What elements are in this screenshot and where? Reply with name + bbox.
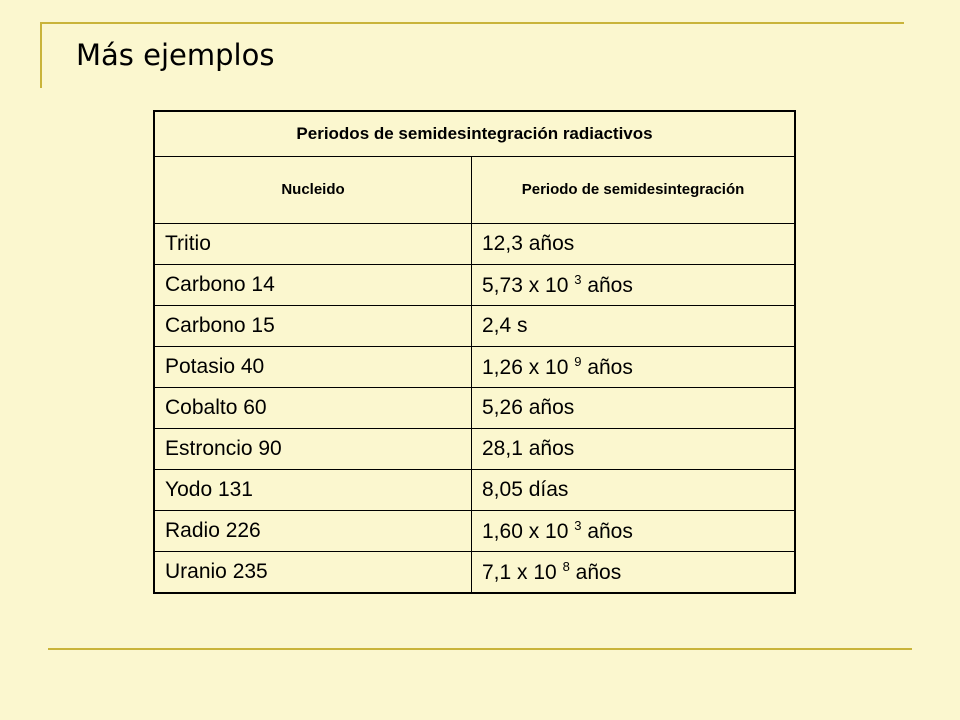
periodo-unit: años [587, 356, 633, 379]
left-divider [40, 22, 42, 88]
bottom-divider [48, 648, 912, 650]
table-row: Potasio 40 1,26 x 10 9 años [153, 346, 796, 388]
periodo-unit: años [587, 520, 633, 543]
periodo-cell: 8,05 días [471, 469, 796, 511]
table-row: Cobalto 60 5,26 años [153, 387, 796, 429]
periodo-cell: 7,1 x 10 8 años [471, 551, 796, 594]
slide-title: Más ejemplos [76, 38, 275, 72]
periodo-cell: 2,4 s [471, 305, 796, 347]
periodo-cell: 1,26 x 10 9 años [471, 346, 796, 388]
nucleido-cell: Carbono 15 [153, 305, 472, 347]
table-row: Estroncio 90 28,1 años [153, 428, 796, 470]
periodo-cell: 28,1 años [471, 428, 796, 470]
periodo-mantissa: 5,73 x 10 [482, 274, 569, 297]
nucleido-cell: Radio 226 [153, 510, 472, 552]
table-row: Carbono 15 2,4 s [153, 305, 796, 347]
periodo-cell: 1,60 x 10 3 años [471, 510, 796, 552]
nucleido-cell: Estroncio 90 [153, 428, 472, 470]
periodo-exponent: 3 [574, 518, 582, 533]
table-body: Tritio 12,3 años Carbono 14 5,73 x 10 3 año… [153, 223, 796, 594]
periodo-unit: años [575, 561, 622, 584]
table-row: Yodo 131 8,05 días [153, 469, 796, 511]
periodo-exponent: 3 [574, 272, 582, 287]
table-row: Tritio 12,3 años [153, 223, 796, 265]
nucleido-cell: Uranio 235 [153, 551, 472, 594]
half-life-table: Periodos de semidesintegración radiactiv… [153, 110, 796, 594]
nucleido-cell: Cobalto 60 [153, 387, 472, 429]
top-divider [40, 22, 904, 24]
periodo-cell: 12,3 años [471, 223, 796, 265]
periodo-mantissa: 7,1 x 10 [482, 561, 557, 584]
nucleido-cell: Tritio [153, 223, 472, 265]
column-header-periodo: Periodo de semidesintegración [471, 156, 796, 224]
periodo-mantissa: 1,26 x 10 [482, 356, 569, 379]
table-caption: Periodos de semidesintegración radiactiv… [153, 110, 796, 157]
nucleido-cell: Potasio 40 [153, 346, 472, 388]
table-row: Radio 226 1,60 x 10 3 años [153, 510, 796, 552]
nucleido-cell: Yodo 131 [153, 469, 472, 511]
periodo-cell: 5,26 años [471, 387, 796, 429]
periodo-mantissa: 1,60 x 10 [482, 520, 569, 543]
periodo-exponent: 8 [562, 559, 570, 574]
periodo-exponent: 9 [574, 354, 582, 369]
table-row: Carbono 14 5,73 x 10 3 años [153, 264, 796, 306]
periodo-cell: 5,73 x 10 3 años [471, 264, 796, 306]
nucleido-cell: Carbono 14 [153, 264, 472, 306]
table-row: Uranio 235 7,1 x 10 8 años [153, 551, 796, 594]
periodo-unit: años [587, 274, 633, 297]
column-header-nucleido: Nucleido [153, 156, 472, 224]
